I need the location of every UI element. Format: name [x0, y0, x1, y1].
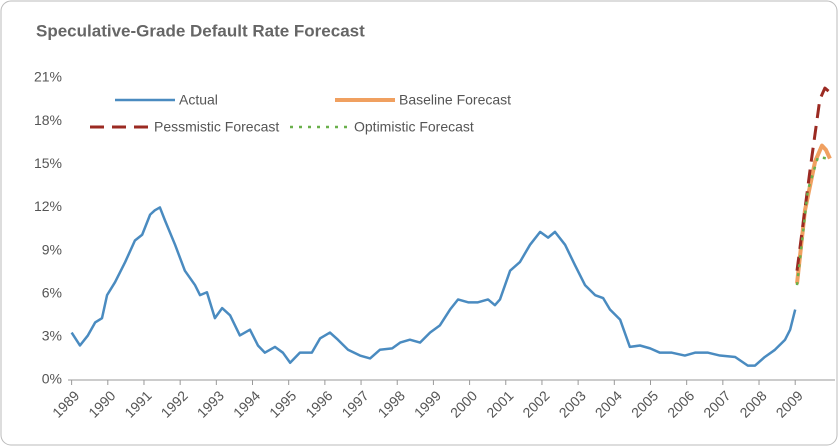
y-tick-label: 6% — [42, 284, 62, 300]
legend-label: Pessmistic Forecast — [154, 119, 279, 135]
y-tick-label: 18% — [34, 112, 62, 128]
y-tick-label: 21% — [34, 69, 62, 85]
y-tick-label: 3% — [42, 328, 62, 344]
y-tick-label: 15% — [34, 155, 62, 171]
series-line — [70, 206, 797, 367]
legend-label: Optimistic Forecast — [354, 119, 474, 135]
legend-label: Actual — [179, 92, 218, 108]
chart-title: Speculative-Grade Default Rate Forecast — [36, 21, 365, 40]
y-tick-label: 12% — [34, 198, 62, 214]
legend-label: Baseline Forecast — [399, 92, 511, 108]
y-tick-label: 0% — [42, 371, 62, 387]
y-tick-label: 9% — [42, 241, 62, 257]
series-line — [795, 155, 829, 286]
